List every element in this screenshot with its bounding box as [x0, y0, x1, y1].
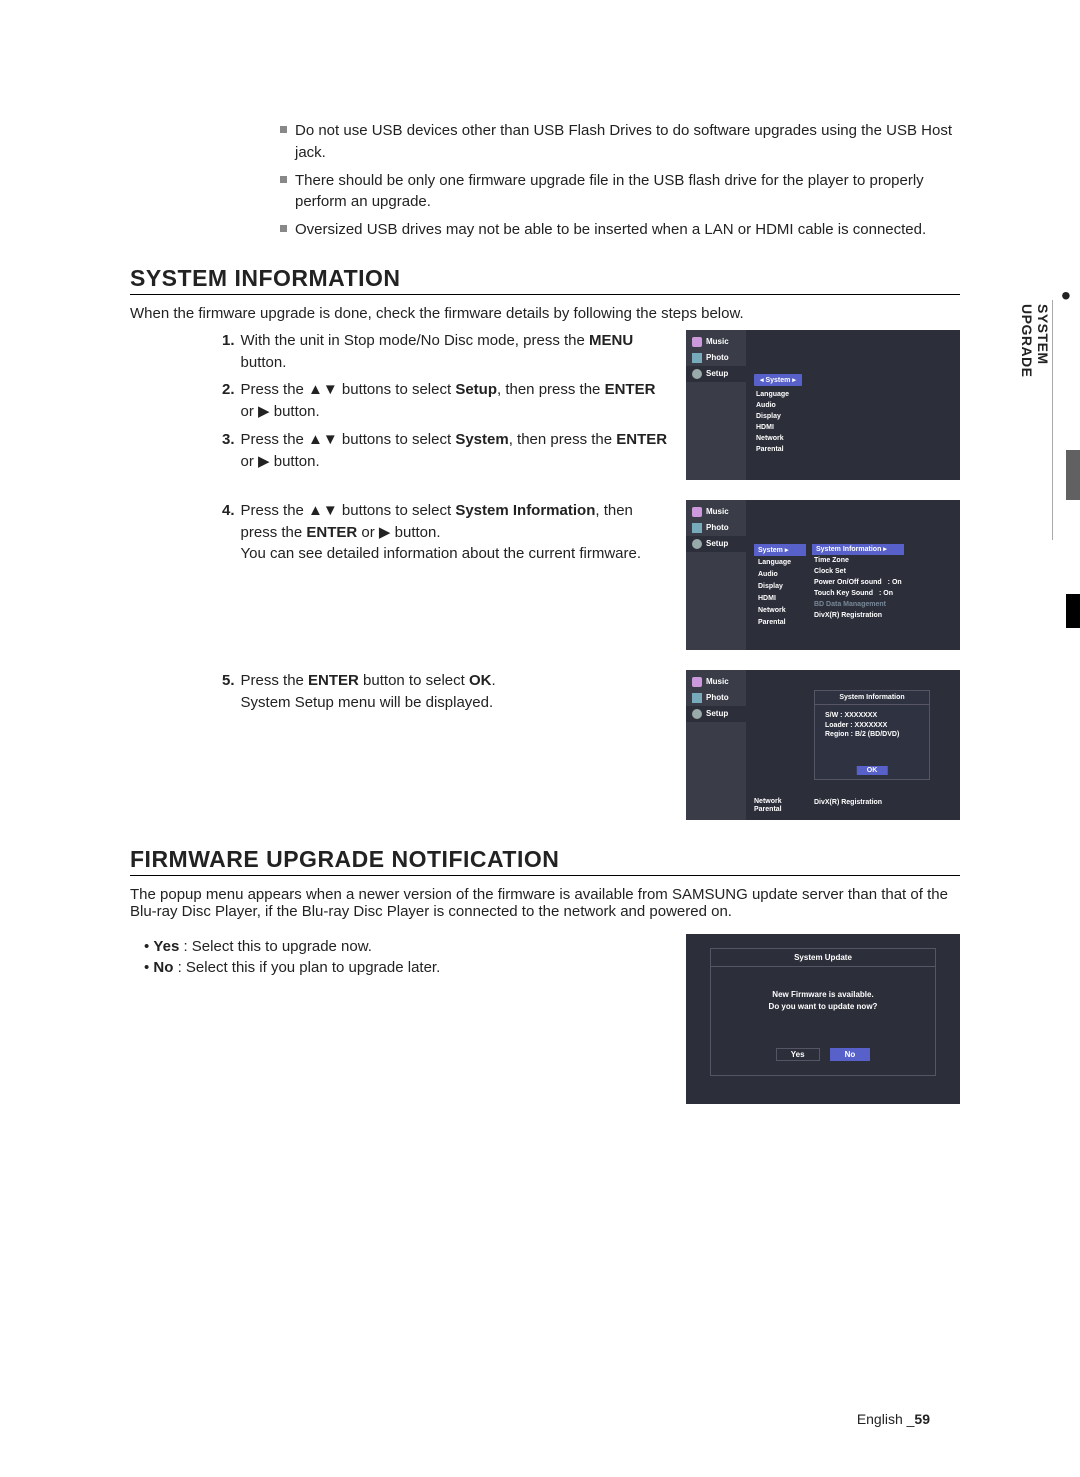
submenu-item[interactable]: Clock Set — [812, 567, 904, 577]
menu-item[interactable]: Network — [754, 605, 806, 616]
music-icon — [692, 507, 702, 517]
steps-list: 1.With the unit in Stop mode/No Disc mod… — [130, 330, 668, 479]
gear-icon — [692, 369, 702, 379]
step-item: 5.Press the ENTER button to select OK.Sy… — [222, 670, 668, 714]
sidebar-item-music[interactable]: Music — [686, 334, 746, 350]
menu-item: Network — [754, 798, 782, 805]
menu-below: Network Parental DivX(R) Registration — [754, 798, 782, 814]
photo-icon — [692, 353, 702, 363]
menu-item[interactable]: Language — [754, 557, 806, 568]
submenu-item[interactable]: DivX(R) Registration — [812, 611, 904, 621]
menu-item[interactable]: Audio — [754, 569, 806, 580]
system-submenu: System Information ▸Time ZoneClock SetPo… — [812, 544, 904, 622]
submenu-item[interactable]: Time Zone — [812, 556, 904, 566]
step-block-3: 5.Press the ENTER button to select OK.Sy… — [130, 670, 960, 820]
sidebar-item-photo[interactable]: Photo — [686, 690, 746, 706]
submenu-item[interactable]: System Information ▸ — [812, 544, 904, 555]
panel-sidebar: MusicPhotoSetup — [686, 330, 746, 480]
notice-title: System Update — [711, 949, 935, 967]
page-footer: English _59 — [857, 1411, 930, 1427]
note-item: There should be only one firmware upgrad… — [280, 170, 960, 214]
setup-menu: System ▸LanguageAudioDisplayHDMINetworkP… — [754, 544, 806, 629]
photo-icon — [692, 523, 702, 533]
photo-icon — [692, 693, 702, 703]
system-info-dialog: System Information S/W : XXXXXXXLoader :… — [814, 690, 930, 780]
menu-item[interactable]: Network — [754, 434, 791, 444]
sidebar-item-setup[interactable]: Setup — [686, 536, 746, 552]
menu-item[interactable]: Display — [754, 581, 806, 592]
step-item: 1.With the unit in Stop mode/No Disc mod… — [222, 330, 668, 374]
menu-selected[interactable]: ◂ System ▸ — [754, 374, 802, 386]
panel-main: ◂ System ▸ LanguageAudioDisplayHDMINetwo… — [746, 330, 960, 480]
usb-notes-list: Do not use USB devices other than USB Fl… — [280, 120, 960, 241]
bullet-square-icon — [280, 176, 287, 183]
music-icon — [692, 677, 702, 687]
notice-dialog: System Update New Firmware is available.… — [710, 948, 936, 1076]
sidebar-item-photo[interactable]: Photo — [686, 350, 746, 366]
note-text: Oversized USB drives may not be able to … — [295, 219, 926, 241]
step-item: 4.Press the ▲▼ buttons to select System … — [222, 500, 668, 565]
panel-sidebar: MusicPhotoSetup — [686, 500, 746, 650]
menu-item: DivX(R) Registration — [814, 799, 882, 806]
setup-menu: LanguageAudioDisplayHDMINetworkParental — [754, 390, 791, 456]
steps-list: 4.Press the ▲▼ buttons to select System … — [130, 500, 668, 571]
screenshot-system-info-select: MusicPhotoSetup System ▸LanguageAudioDis… — [686, 500, 960, 650]
section-intro: When the firmware upgrade is done, check… — [130, 305, 960, 322]
sidebar-item-setup[interactable]: Setup — [686, 706, 746, 722]
gear-icon — [692, 709, 702, 719]
note-item: Do not use USB devices other than USB Fl… — [280, 120, 960, 164]
menu-item[interactable]: HDMI — [754, 593, 806, 604]
submenu-item[interactable]: Power On/Off sound: On — [812, 578, 904, 588]
menu-item[interactable]: Audio — [754, 401, 791, 411]
steps-list: 5.Press the ENTER button to select OK.Sy… — [130, 670, 668, 720]
bullet-no: No : Select this if you plan to upgrade … — [144, 959, 668, 976]
side-tab-label: SYSTEM UPGRADE — [1019, 304, 1051, 378]
screenshot-setup-system: MusicPhotoSetup ◂ System ▸ LanguageAudio… — [686, 330, 960, 480]
sidebar-item-music[interactable]: Music — [686, 504, 746, 520]
submenu-item[interactable]: Touch Key Sound: On — [812, 589, 904, 599]
notice-body: New Firmware is available. Do you want t… — [711, 967, 935, 1019]
panel-main: System ▸LanguageAudioDisplayHDMINetworkP… — [746, 500, 960, 650]
sidebar-item-setup[interactable]: Setup — [686, 366, 746, 382]
menu-item[interactable]: Parental — [754, 617, 806, 628]
step-block-2: 4.Press the ▲▼ buttons to select System … — [130, 500, 960, 650]
panel-main: System Information S/W : XXXXXXXLoader :… — [746, 670, 960, 820]
yes-no-bullets: Yes : Select this to upgrade now. No : S… — [144, 938, 668, 976]
step-item: 2.Press the ▲▼ buttons to select Setup, … — [222, 379, 668, 423]
firmware-notification-row: Yes : Select this to upgrade now. No : S… — [130, 928, 960, 1104]
section-intro: The popup menu appears when a newer vers… — [130, 886, 960, 920]
screenshot-update-notice: System Update New Firmware is available.… — [686, 934, 960, 1104]
note-text: Do not use USB devices other than USB Fl… — [295, 120, 960, 164]
ok-button[interactable]: OK — [857, 766, 888, 775]
section-title-firmware-notification: FIRMWARE UPGRADE NOTIFICATION — [130, 846, 960, 876]
menu-item: Parental — [754, 806, 782, 813]
section-title-system-information: SYSTEM INFORMATION — [130, 265, 960, 295]
menu-item[interactable]: Parental — [754, 445, 791, 455]
menu-item[interactable]: HDMI — [754, 423, 791, 433]
menu-item[interactable]: Display — [754, 412, 791, 422]
sidebar-item-photo[interactable]: Photo — [686, 520, 746, 536]
note-item: Oversized USB drives may not be able to … — [280, 219, 960, 241]
bullet-square-icon — [280, 126, 287, 133]
menu-item[interactable]: Language — [754, 390, 791, 400]
step-block-1: 1.With the unit in Stop mode/No Disc mod… — [130, 330, 960, 480]
bullet-square-icon — [280, 225, 287, 232]
page-side-tab: • SYSTEM UPGRADE — [1052, 300, 1080, 540]
step-item: 3.Press the ▲▼ buttons to select System,… — [222, 429, 668, 473]
submenu-item[interactable]: BD Data Management — [812, 600, 904, 610]
no-button[interactable]: No — [830, 1048, 871, 1061]
music-icon — [692, 337, 702, 347]
panel-sidebar: MusicPhotoSetup — [686, 670, 746, 820]
screenshot-system-info-dialog: MusicPhotoSetup System Information S/W :… — [686, 670, 960, 820]
bullet-yes: Yes : Select this to upgrade now. — [144, 938, 668, 955]
menu-item[interactable]: System ▸ — [754, 544, 806, 556]
sidebar-item-music[interactable]: Music — [686, 674, 746, 690]
dialog-title: System Information — [815, 691, 929, 705]
notice-buttons: Yes No — [711, 1048, 935, 1061]
yes-button[interactable]: Yes — [776, 1048, 820, 1061]
dialog-body: S/W : XXXXXXXLoader : XXXXXXXRegion : B/… — [815, 705, 929, 746]
note-text: There should be only one firmware upgrad… — [295, 170, 960, 214]
gear-icon — [692, 539, 702, 549]
